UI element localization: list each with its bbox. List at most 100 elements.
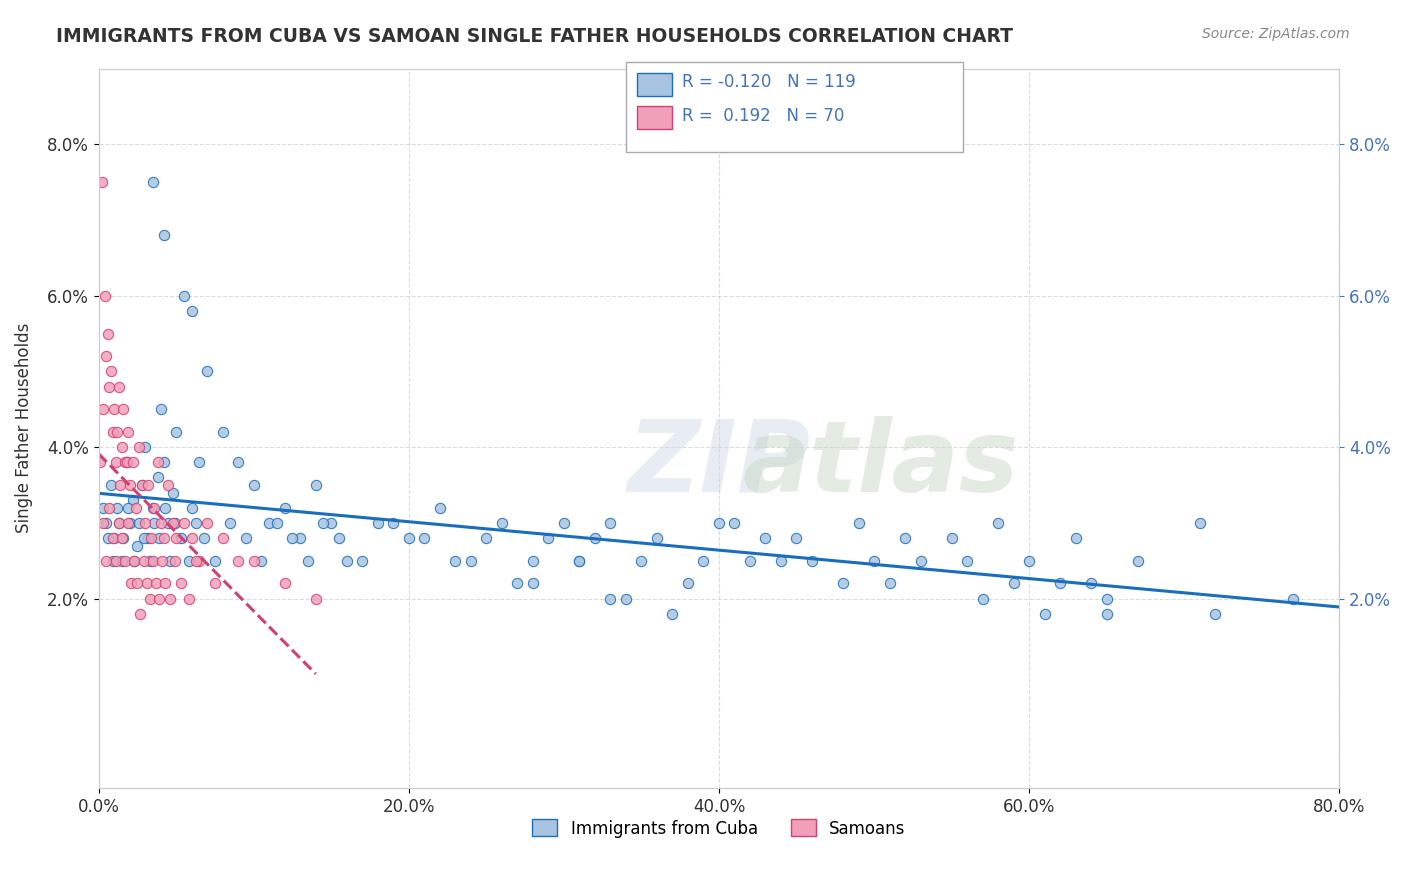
Point: [143, 500, 166, 515]
Point: [117, 500, 139, 515]
Point: [1064, 531, 1087, 545]
Point: [180, 303, 202, 318]
Point: [118, 478, 141, 492]
Point: [159, 554, 181, 568]
Point: [100, 478, 122, 492]
Point: [692, 554, 714, 568]
Point: [121, 455, 143, 469]
Point: [97, 531, 120, 545]
Text: Source: ZipAtlas.com: Source: ZipAtlas.com: [1202, 27, 1350, 41]
Point: [143, 516, 166, 530]
Point: [568, 554, 591, 568]
Point: [352, 554, 374, 568]
Point: [910, 554, 932, 568]
Point: [219, 516, 242, 530]
Point: [188, 455, 211, 469]
Point: [97, 326, 120, 341]
Point: [972, 591, 994, 606]
Point: [146, 455, 169, 469]
Point: [114, 554, 136, 568]
Point: [522, 576, 544, 591]
Point: [132, 554, 155, 568]
Point: [460, 554, 482, 568]
Point: [177, 554, 200, 568]
Point: [1204, 607, 1226, 621]
Point: [150, 554, 173, 568]
Point: [163, 554, 186, 568]
Point: [148, 591, 170, 606]
Point: [738, 554, 761, 568]
Point: [290, 531, 312, 545]
Point: [112, 402, 135, 417]
Point: [115, 455, 138, 469]
Point: [114, 455, 136, 469]
Point: [273, 500, 295, 515]
Point: [956, 554, 979, 568]
Point: [91, 516, 114, 530]
Point: [96, 516, 118, 530]
Point: [599, 591, 621, 606]
Point: [101, 425, 124, 439]
Point: [117, 425, 139, 439]
Point: [266, 516, 288, 530]
Point: [104, 554, 127, 568]
Point: [104, 455, 127, 469]
Point: [155, 500, 177, 515]
Point: [100, 364, 122, 378]
Point: [1095, 591, 1118, 606]
Point: [96, 349, 118, 363]
Point: [149, 402, 172, 417]
Point: [134, 516, 156, 530]
Point: [103, 531, 125, 545]
Point: [444, 554, 467, 568]
Point: [1049, 576, 1071, 591]
Point: [101, 554, 124, 568]
Point: [242, 478, 264, 492]
Point: [91, 500, 114, 515]
Point: [429, 500, 451, 515]
Point: [132, 531, 155, 545]
Point: [769, 554, 792, 568]
Point: [987, 516, 1010, 530]
Point: [537, 531, 560, 545]
Point: [894, 531, 917, 545]
Point: [98, 379, 121, 393]
Point: [785, 531, 807, 545]
Point: [754, 531, 776, 545]
Point: [155, 576, 177, 591]
Point: [91, 402, 114, 417]
Point: [110, 478, 132, 492]
Legend: Immigrants from Cuba, Samoans: Immigrants from Cuba, Samoans: [526, 813, 912, 844]
Point: [1126, 554, 1149, 568]
Point: [163, 516, 186, 530]
Point: [111, 531, 134, 545]
Point: [142, 554, 165, 568]
Point: [105, 425, 128, 439]
Point: [173, 288, 195, 302]
Point: [583, 531, 606, 545]
Text: R = -0.120   N = 119: R = -0.120 N = 119: [682, 73, 856, 91]
Point: [630, 554, 652, 568]
Point: [103, 402, 125, 417]
Point: [863, 554, 886, 568]
Point: [281, 531, 304, 545]
Point: [118, 516, 141, 530]
Point: [141, 531, 163, 545]
Point: [152, 228, 174, 243]
Point: [115, 455, 138, 469]
Point: [111, 554, 134, 568]
Point: [848, 516, 870, 530]
Point: [124, 554, 146, 568]
Text: ZIP: ZIP: [627, 416, 810, 513]
Point: [491, 516, 513, 530]
Point: [152, 531, 174, 545]
Point: [173, 516, 195, 530]
Point: [553, 516, 575, 530]
Point: [149, 516, 172, 530]
Point: [297, 554, 319, 568]
Point: [101, 531, 124, 545]
Point: [152, 455, 174, 469]
Point: [211, 425, 233, 439]
Point: [127, 539, 149, 553]
Point: [257, 516, 280, 530]
